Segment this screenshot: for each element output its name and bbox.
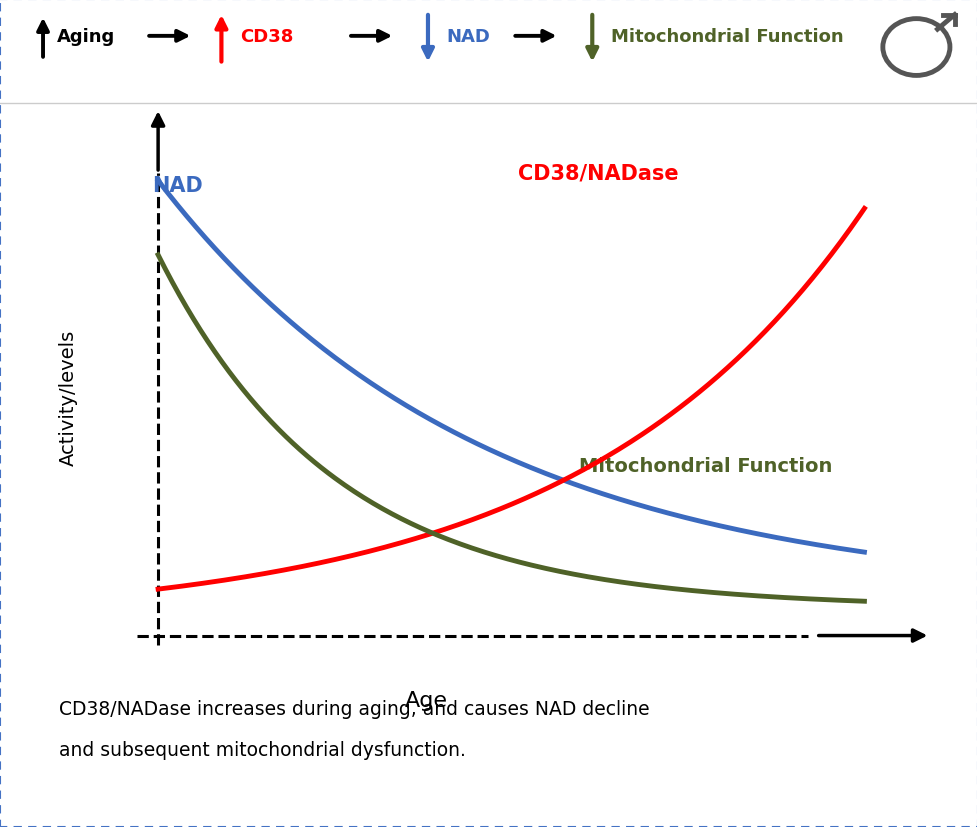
Text: Aging: Aging (57, 28, 115, 45)
Text: and subsequent mitochondrial dysfunction.: and subsequent mitochondrial dysfunction… (59, 740, 465, 759)
Text: NAD: NAD (152, 176, 202, 196)
Text: Mitochondrial Function: Mitochondrial Function (611, 28, 843, 45)
Text: Mitochondrial Function: Mitochondrial Function (578, 457, 831, 476)
Text: NAD: NAD (446, 28, 490, 45)
Text: Activity/levels: Activity/levels (59, 329, 78, 465)
Text: CD38: CD38 (240, 28, 293, 45)
Text: CD38/NADase: CD38/NADase (518, 164, 678, 184)
Text: Age: Age (404, 690, 447, 710)
Text: CD38/NADase increases during aging, and causes NAD decline: CD38/NADase increases during aging, and … (59, 699, 649, 718)
